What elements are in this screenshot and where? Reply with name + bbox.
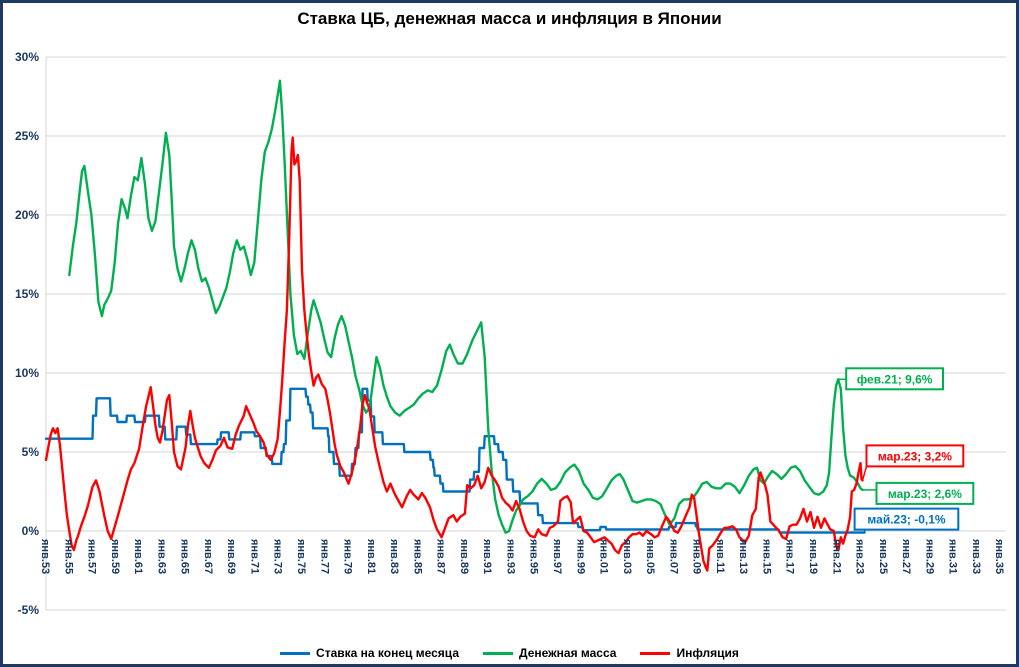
annotation-box xyxy=(853,507,960,531)
x-axis-tick-label: янв.35 xyxy=(993,539,1005,574)
x-axis-tick-label: янв.75 xyxy=(295,539,307,574)
x-axis-tick-label: янв.13 xyxy=(737,539,749,574)
x-axis-tick-label: янв.89 xyxy=(458,539,470,574)
x-axis-tick-label: янв.19 xyxy=(807,539,819,574)
y-axis-tick-label: 10% xyxy=(15,366,39,380)
x-axis-tick-label: янв.17 xyxy=(784,539,796,574)
legend-line-sample-money-supply xyxy=(483,651,513,655)
y-axis-tick-label: 20% xyxy=(15,208,39,222)
x-axis-tick-label: янв.01 xyxy=(598,539,610,574)
x-axis-tick-label: янв.33 xyxy=(970,539,982,574)
y-axis-tick-label: 0% xyxy=(22,524,40,538)
y-axis-tick-label: 15% xyxy=(15,287,39,301)
annotation-label: мар.23; 2,6% xyxy=(888,487,962,501)
x-axis-tick-label: янв.97 xyxy=(551,539,563,574)
series-money-supply xyxy=(68,79,864,534)
x-axis-tick-label: янв.29 xyxy=(923,539,935,574)
x-axis-tick-label: янв.25 xyxy=(877,539,889,574)
x-axis-tick-label: янв.99 xyxy=(574,539,586,574)
legend-label-money-supply: Денежная масса xyxy=(519,646,617,660)
x-axis-tick-label: янв.79 xyxy=(342,539,354,574)
chart-legend: Ставка на конец месяца Денежная масса Инфл… xyxy=(0,646,1019,660)
x-axis-tick-label: янв.27 xyxy=(900,539,912,574)
x-axis-tick-label: янв.57 xyxy=(86,539,98,574)
annotation-label: мар.23; 3,2% xyxy=(878,449,952,463)
x-axis-tick-label: янв.53 xyxy=(39,539,51,574)
x-axis-tick-label: янв.03 xyxy=(621,539,633,574)
chart-title: Ставка ЦБ, денежная масса и инфляция в Я… xyxy=(297,9,722,28)
x-axis-tick-label: янв.05 xyxy=(644,539,656,574)
annotation-box xyxy=(845,367,945,391)
x-axis-tick-label: янв.67 xyxy=(202,539,214,574)
x-axis-tick-label: янв.69 xyxy=(225,539,237,574)
x-axis-tick-label: янв.91 xyxy=(481,539,493,574)
x-axis-tick-label: янв.87 xyxy=(435,539,447,574)
x-axis-tick-label: янв.59 xyxy=(109,539,121,574)
annotation-box xyxy=(865,444,965,468)
x-axis-tick-label: янв.71 xyxy=(249,539,261,574)
x-axis-tick-label: янв.11 xyxy=(714,539,726,574)
x-axis-tick-label: янв.83 xyxy=(388,539,400,574)
series-policy-rate xyxy=(44,387,866,534)
legend-item-money-supply: Денежная масса xyxy=(483,646,616,660)
y-axis-tick-label: 30% xyxy=(15,50,39,64)
x-axis-tick-label: янв.61 xyxy=(132,539,144,574)
x-axis-tick-label: янв.95 xyxy=(528,539,540,574)
x-axis-tick-label: янв.81 xyxy=(365,539,377,574)
y-axis-tick-label: 5% xyxy=(22,445,40,459)
series-inflation xyxy=(44,136,864,572)
legend-label-policy-rate: Ставка на конец месяца xyxy=(316,646,459,660)
x-axis-tick-label: янв.09 xyxy=(691,539,703,574)
annotation-leader xyxy=(861,466,868,481)
legend-line-sample-policy-rate xyxy=(280,651,311,655)
x-axis-tick-label: янв.31 xyxy=(947,539,959,574)
x-axis-tick-label: янв.73 xyxy=(272,539,284,574)
x-axis-tick-label: янв.93 xyxy=(505,539,517,574)
x-axis-tick-label: янв.55 xyxy=(62,539,74,574)
annotation-label: фев.21; 9,6% xyxy=(857,372,933,386)
legend-item-policy-rate: Ставка на конец месяца xyxy=(280,646,459,660)
x-axis-tick-label: янв.65 xyxy=(179,539,191,574)
legend-item-inflation: Инфляция xyxy=(640,646,739,660)
y-axis-tick-label: 25% xyxy=(15,129,39,143)
legend-line-sample-inflation xyxy=(640,651,671,655)
x-axis-tick-label: янв.15 xyxy=(761,539,773,574)
x-axis-tick-label: янв.63 xyxy=(155,539,167,574)
x-axis-tick-label: янв.21 xyxy=(830,539,842,574)
y-axis-tick-label: -5% xyxy=(18,603,40,617)
x-axis-tick-label: янв.77 xyxy=(318,539,330,574)
x-axis-tick-label: янв.23 xyxy=(854,539,866,574)
legend-label-inflation: Инфляция xyxy=(676,646,739,660)
annotation-box xyxy=(875,481,975,505)
x-axis-tick-label: янв.07 xyxy=(667,539,679,574)
x-axis-tick-label: янв.85 xyxy=(411,539,423,574)
annotation-label: май.23; -0,1% xyxy=(867,513,945,527)
